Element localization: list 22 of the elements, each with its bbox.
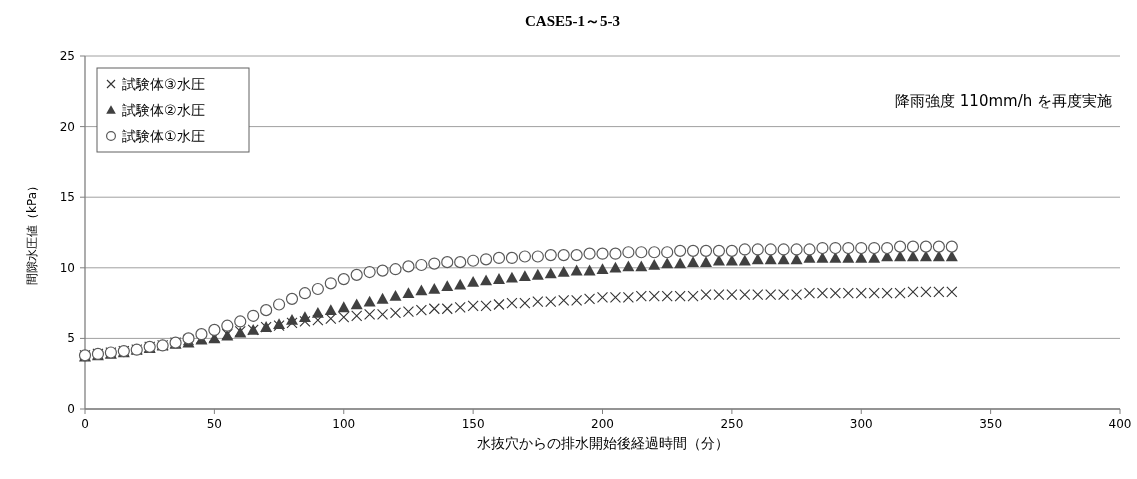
y-tick-label: 5 bbox=[67, 331, 75, 346]
y-tick-label: 25 bbox=[59, 49, 75, 63]
x-tick-label: 300 bbox=[849, 417, 873, 431]
x-tick-label: 200 bbox=[591, 417, 614, 431]
chart-title: CASE5-1～5-3 bbox=[524, 13, 621, 29]
y-tick-label: 20 bbox=[59, 119, 75, 134]
y-tick-label: 15 bbox=[59, 190, 75, 205]
x-tick-label: 0 bbox=[81, 417, 89, 431]
x-tick-label: 100 bbox=[332, 417, 356, 431]
y-axis-title: 間隙水圧値（kPa） bbox=[25, 180, 39, 285]
x-tick-label: 350 bbox=[979, 417, 1003, 431]
x-tick-label: 400 bbox=[1108, 417, 1132, 431]
x-tick-label: 50 bbox=[206, 417, 223, 431]
y-tick-label: 0 bbox=[67, 402, 75, 416]
x-tick-label: 150 bbox=[461, 417, 485, 431]
legend-label: 試験体③水圧 bbox=[122, 76, 205, 92]
annotation: 降雨強度 110mm/h を再度実施 bbox=[895, 92, 1112, 110]
y-tick-label: 10 bbox=[59, 260, 75, 275]
x-axis-title: 水抜穴からの排水開始後経過時間（分） bbox=[476, 435, 729, 451]
legend-label: 試験体①水圧 bbox=[122, 128, 205, 144]
legend-label: 試験体②水圧 bbox=[122, 102, 205, 118]
x-tick-label: 250 bbox=[720, 417, 744, 431]
